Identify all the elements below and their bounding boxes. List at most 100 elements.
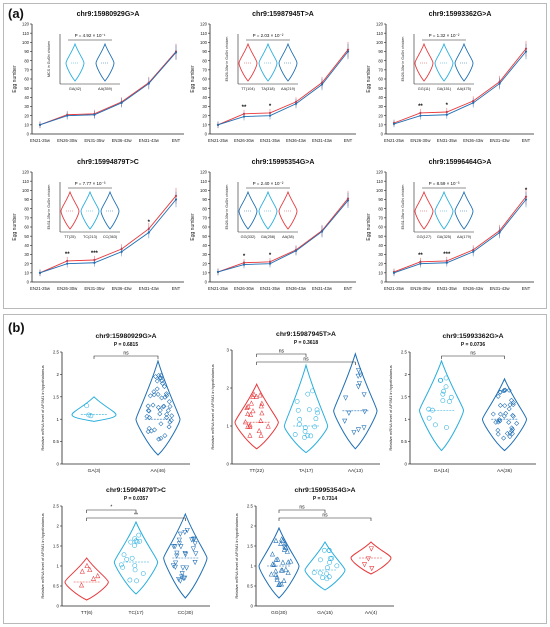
inset-group-label: AA(475): [457, 87, 472, 91]
data-point: [361, 392, 367, 398]
data-point: [247, 432, 253, 438]
y-tick-label: 0.5: [53, 439, 60, 444]
y-tick-label: 60: [202, 225, 207, 230]
data-point: [495, 427, 501, 433]
data-point: [95, 572, 101, 579]
data-point: [274, 574, 280, 580]
data-point: [87, 566, 93, 572]
y-tick-label: 110: [200, 179, 207, 184]
data-point: [157, 407, 163, 413]
comparison-bracket: [278, 509, 326, 513]
y-tick-label: 80: [202, 206, 207, 211]
data-point: [343, 395, 349, 401]
data-point: [148, 428, 154, 434]
x-tick-label: EN31-43w: [312, 138, 333, 143]
panel-b-frame: [3, 314, 547, 624]
comparison-label: ns: [123, 351, 129, 357]
x-tick-label: GA(15): [317, 610, 333, 616]
series-line: [393, 48, 527, 124]
data-point: [132, 567, 138, 573]
y-tick-label: 30: [202, 252, 207, 257]
inset-group-label: GG(127): [417, 235, 433, 239]
series-line: [217, 51, 349, 126]
data-point: [306, 407, 312, 413]
line-chart-1: chr9:15987945T>A 0 10 20 30 40 50 60 70 80 90 100 11…: [190, 11, 356, 143]
y-tick-label: 2.5: [401, 350, 408, 355]
data-point: [355, 368, 362, 374]
significance-label: *: [269, 104, 272, 110]
inset-y-axis-label: EN26-30w in GuShi chicken: [401, 37, 405, 82]
x-tick-label: EN31-43w: [490, 138, 511, 143]
data-point: [158, 373, 164, 379]
violin-body: [418, 359, 465, 452]
data-point: [216, 270, 220, 274]
y-tick-label: 50: [202, 86, 207, 91]
data-point: [493, 419, 499, 425]
data-point: [283, 544, 289, 550]
y-tick-label: 80: [24, 58, 29, 63]
y-tick-label: 30: [378, 252, 383, 257]
inset-violin: [65, 42, 85, 82]
inset-violin: [95, 42, 115, 82]
data-point: [495, 431, 501, 437]
inset-group-label: AA(38): [282, 235, 295, 239]
data-point: [268, 571, 274, 577]
y-axis-label: Egg number: [190, 65, 196, 93]
y-tick-label: 20: [378, 261, 383, 266]
data-point: [190, 546, 196, 552]
inset-violin-2: P = 1.32 × 10⁻² EN26-30w in GuShi chicken…: [401, 33, 474, 91]
p-value-label: P = 0.3618: [294, 340, 318, 346]
data-point: [161, 403, 167, 409]
data-point: [365, 556, 371, 562]
data-point: [443, 384, 449, 390]
y-tick-label: 40: [202, 95, 207, 100]
data-point: [509, 431, 515, 437]
data-point: [155, 391, 161, 397]
inset-p-value: P = 1.32 × 10⁻²: [429, 33, 460, 38]
data-point: [510, 426, 516, 432]
inset-y-axis-label: EN31-35w in GuShi chicken: [47, 185, 51, 230]
data-point: [84, 562, 90, 568]
data-point: [501, 435, 507, 441]
data-point: [129, 555, 135, 561]
y-tick-label: 70: [378, 215, 383, 220]
data-point: [278, 581, 284, 587]
inset-violin-5: P = 8.59 × 10⁻³ EN31-35w in GuShi chicken…: [401, 181, 474, 239]
x-tick-label: EN31-43w: [139, 286, 160, 291]
y-tick-label: 60: [24, 77, 29, 82]
data-point: [282, 541, 288, 547]
data-point: [324, 571, 329, 577]
data-point: [269, 551, 276, 557]
data-point: [437, 378, 443, 383]
comparison-label: ns: [322, 513, 328, 519]
y-tick-label: 0.5: [247, 584, 254, 589]
y-tick-label: 70: [202, 215, 207, 220]
significance-label: **: [242, 105, 247, 111]
data-point: [351, 430, 357, 436]
x-tick-label: EN31-43w: [312, 286, 333, 291]
inset-group-label: TC(213): [83, 235, 98, 239]
inset-violin: [414, 42, 434, 82]
y-axis-label: Egg number: [12, 65, 18, 93]
data-point: [66, 114, 69, 117]
data-point: [163, 391, 169, 397]
comparison-label: ns: [470, 351, 476, 357]
y-tick-label: 40: [378, 243, 383, 248]
y-tick-label: 120: [200, 22, 208, 27]
x-tick-label: EN36-43w: [463, 138, 484, 143]
data-point: [308, 433, 314, 439]
data-point: [150, 402, 156, 408]
data-point: [361, 425, 367, 431]
y-tick-label: 100: [200, 188, 208, 193]
y-tick-label: 2: [227, 386, 230, 391]
inset-violin: [454, 190, 474, 230]
data-point: [294, 102, 298, 105]
data-point: [496, 417, 502, 423]
violin-chart-7: chr9:15987945T>A P = 0.3618 0 1 2 3 Relative m…: [210, 331, 380, 474]
series-line: [217, 198, 349, 273]
inset-group-label: TA(318): [261, 87, 275, 91]
data-point: [152, 427, 157, 433]
inset-group-label: TT(104): [241, 87, 255, 91]
x-tick-label: TC(17): [129, 610, 144, 616]
x-tick-label: EN31-43w: [490, 286, 511, 291]
